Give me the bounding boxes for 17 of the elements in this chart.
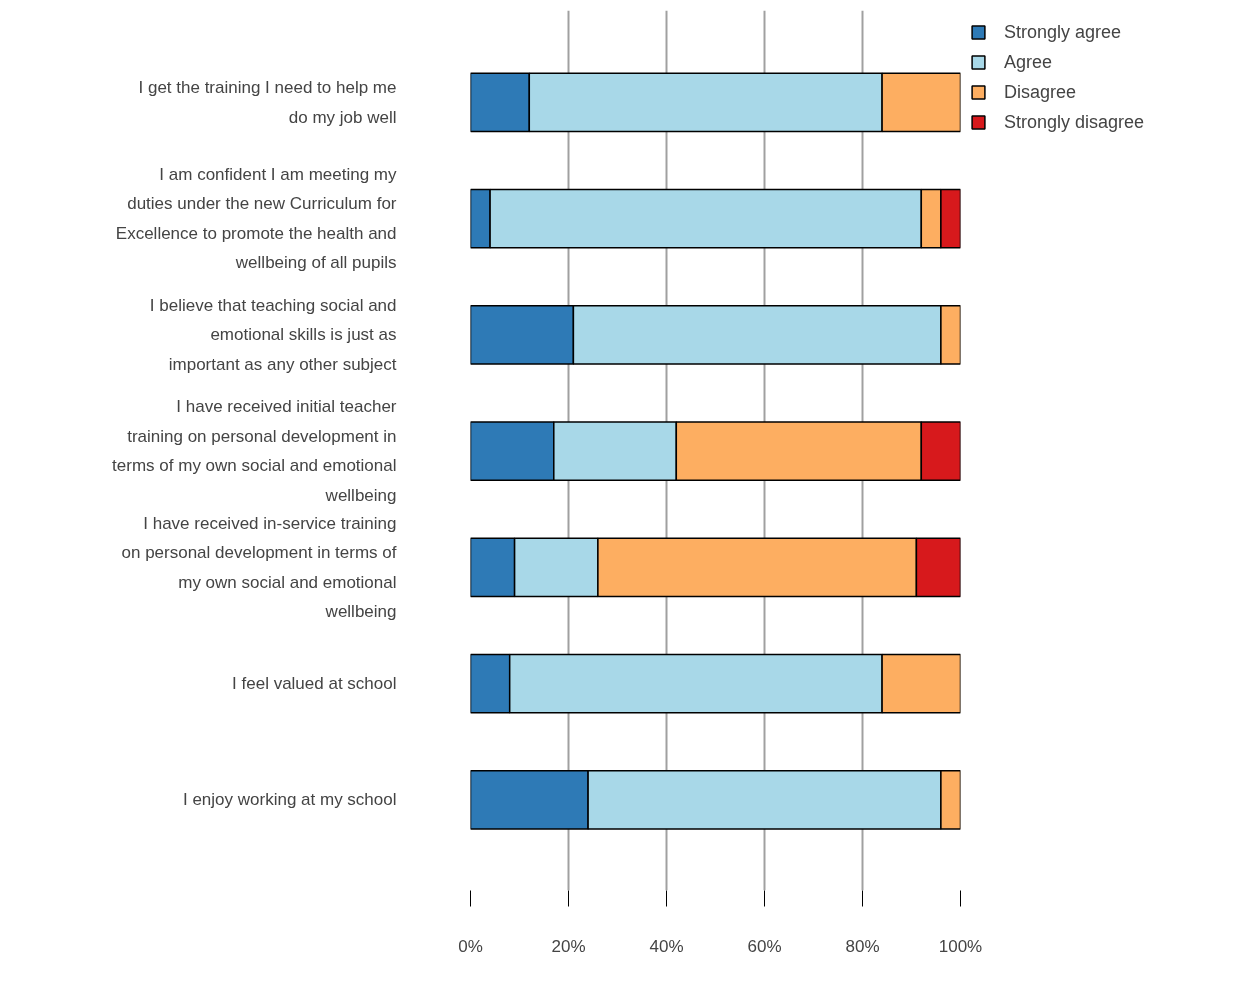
y-tick-label: I feel valued at school xyxy=(232,674,397,694)
y-tick-label: I have received initial teacher training on personal development in terms of my own social and emotional wellbeing xyxy=(112,397,397,505)
x-tick-label: 0% xyxy=(458,936,483,956)
y-tick-label: I believe that teaching social and emotional skills is just as important as any other subject xyxy=(149,295,397,374)
y-tick-label: I enjoy working at my school xyxy=(182,790,397,810)
x-tick-label: 100% xyxy=(938,936,983,956)
legend-label: Strongly disagree xyxy=(1004,110,1145,134)
x-tick-label: 80% xyxy=(845,936,880,956)
legend-label: Strongly agree xyxy=(1004,20,1122,44)
legend-label: Disagree xyxy=(1004,80,1077,104)
y-tick-label: I have received in-service training on personal development in terms of my own social and emotional wellbeing xyxy=(121,513,397,621)
x-tick-label: 20% xyxy=(551,936,586,956)
y-tick-label: I get the training I need to help me do my job well xyxy=(138,78,397,127)
x-tick-label: 40% xyxy=(649,936,684,956)
legend-label: Agree xyxy=(1004,50,1053,74)
y-tick-label: I am confident I am meeting my duties under the new Curriculum for Excellence to promote the health and wellbeing of all pupils xyxy=(115,164,397,273)
x-tick-label: 60% xyxy=(747,936,782,956)
